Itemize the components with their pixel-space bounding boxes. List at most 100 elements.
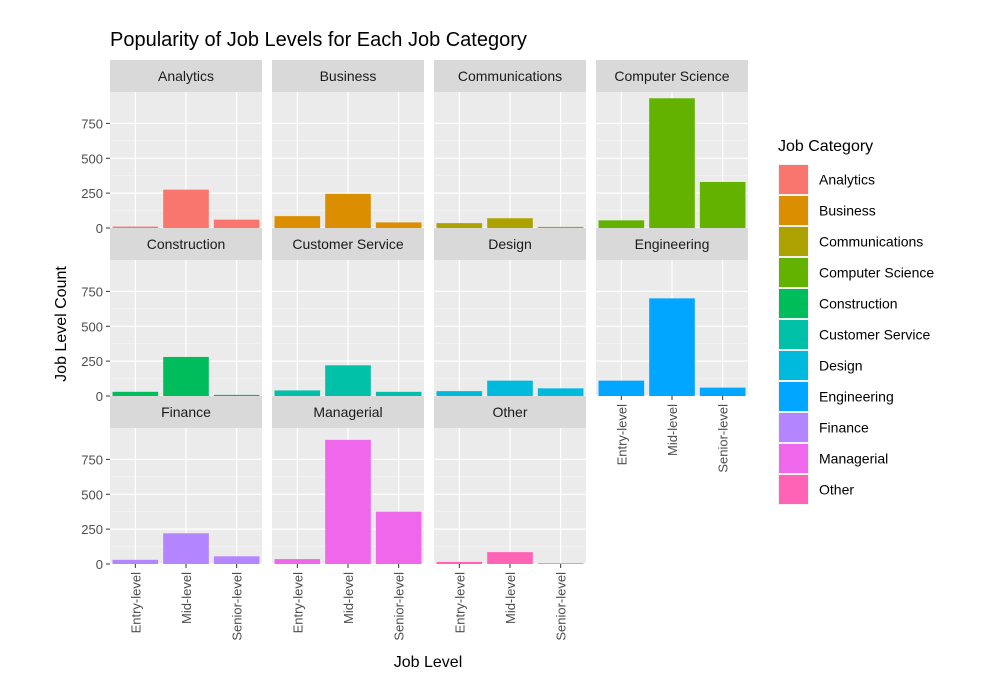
- facet-strip-label: Design: [488, 236, 532, 252]
- legend-label: Computer Science: [819, 265, 934, 281]
- facet-strip-label: Other: [492, 404, 527, 420]
- x-tick-label: Senior-level: [554, 572, 569, 641]
- facet-strip: [110, 60, 262, 92]
- x-tick-label: Entry-level: [452, 572, 467, 634]
- facet-panel: Computer Science: [596, 60, 748, 229]
- legend-label: Engineering: [819, 389, 894, 405]
- bar-senior-level: [213, 556, 260, 564]
- facet-panel: Customer Service: [272, 228, 424, 397]
- bar-senior-level: [375, 222, 422, 228]
- legend-label: Analytics: [819, 172, 875, 188]
- x-axis-title: Job Level: [394, 654, 463, 671]
- facet-panel: Finance 0 250 500 750 Entry-level Mid-level Sen…: [81, 396, 262, 641]
- facet-strip: [596, 60, 748, 92]
- x-tick-label: Mid-level: [503, 572, 518, 624]
- x-tick-label: Entry-level: [290, 572, 305, 634]
- legend-label: Business: [819, 203, 876, 219]
- legend-label: Communications: [819, 234, 923, 250]
- legend-title: Job Category: [778, 138, 873, 155]
- facet-strip-label: Managerial: [313, 404, 382, 420]
- legend-swatch: [779, 382, 808, 411]
- y-tick-label: 750: [81, 284, 103, 299]
- y-tick-label: 250: [81, 354, 103, 369]
- facet-strip: [272, 228, 424, 260]
- legend: Job Category Analytics Business Communicat…: [778, 138, 934, 505]
- bar-entry-level: [274, 559, 321, 564]
- facet-strip: [272, 60, 424, 92]
- bar-mid-level: [163, 189, 209, 228]
- bar-entry-level: [436, 223, 483, 228]
- facet-panel: Engineering Entry-level Mid-level Senior-le…: [596, 228, 748, 473]
- bar-senior-level: [213, 394, 260, 396]
- bar-mid-level: [487, 552, 533, 564]
- legend-label: Finance: [819, 420, 869, 436]
- x-tick-label: Entry-level: [128, 572, 143, 634]
- y-tick-label: 500: [81, 487, 103, 502]
- bar-entry-level: [112, 226, 159, 228]
- facet-strip-label: Finance: [161, 404, 211, 420]
- facet-strip-label: Engineering: [635, 236, 710, 252]
- bar-entry-level: [598, 220, 645, 228]
- legend-swatch: [779, 444, 808, 473]
- y-tick-label: 750: [81, 452, 103, 467]
- bar-entry-level: [436, 391, 483, 396]
- bar-mid-level: [163, 533, 209, 564]
- y-tick-label: 500: [81, 319, 103, 334]
- legend-swatch: [779, 227, 808, 256]
- legend-label: Managerial: [819, 451, 888, 467]
- bar-senior-level: [375, 391, 422, 396]
- facet-panel: Design: [434, 228, 586, 397]
- bar-entry-level: [112, 391, 159, 396]
- x-tick-label: Senior-level: [392, 572, 407, 641]
- legend-label: Construction: [819, 296, 898, 312]
- y-tick-label: 0: [96, 557, 103, 572]
- facet-strip: [434, 396, 586, 428]
- bar-senior-level: [213, 219, 260, 228]
- bar-mid-level: [649, 298, 695, 396]
- bar-entry-level: [274, 390, 321, 396]
- bar-senior-level: [375, 511, 422, 564]
- y-tick-label: 0: [96, 389, 103, 404]
- bar-entry-level: [112, 559, 159, 564]
- legend-label: Customer Service: [819, 327, 930, 343]
- legend-swatch: [779, 413, 808, 442]
- x-tick-label: Entry-level: [614, 404, 629, 466]
- bar-senior-level: [537, 388, 584, 396]
- x-tick-label: Mid-level: [341, 572, 356, 624]
- bar-mid-level: [325, 439, 371, 564]
- facet-strip: [272, 396, 424, 428]
- bar-entry-level: [436, 561, 483, 564]
- facet-strip: [110, 228, 262, 260]
- facet-strip: [434, 60, 586, 92]
- y-tick-label: 500: [81, 151, 103, 166]
- facet-strip-label: Customer Service: [292, 236, 403, 252]
- bar-mid-level: [649, 98, 695, 229]
- facet-panel: Other Entry-level Mid-level Senior-level: [434, 396, 586, 641]
- legend-swatch: [779, 258, 808, 287]
- facet-panel: Business: [272, 60, 424, 229]
- y-tick-label: 250: [81, 186, 103, 201]
- legend-swatch: [779, 196, 808, 225]
- facet-panel: Managerial Entry-level Mid-level Senior-lev…: [272, 396, 424, 641]
- facet-panel: Construction 0 250 500 750: [81, 228, 262, 404]
- chart-title: Popularity of Job Levels for Each Job Ca…: [110, 29, 527, 51]
- facet-strip: [596, 228, 748, 260]
- x-tick-label: Mid-level: [179, 572, 194, 624]
- bar-mid-level: [325, 193, 371, 228]
- legend-swatch: [779, 320, 808, 349]
- facet-strip: [110, 396, 262, 428]
- facet-strip-label: Business: [320, 68, 377, 84]
- y-tick-label: 250: [81, 522, 103, 537]
- legend-swatch: [779, 475, 808, 504]
- legend-label: Design: [819, 358, 863, 374]
- bar-entry-level: [598, 380, 645, 396]
- facet-strip-label: Communications: [458, 68, 562, 84]
- facet-panel: Analytics 0 250 500 750: [81, 60, 262, 236]
- facet-panels: Analytics 0 250 500 750 Business Communication…: [81, 60, 748, 641]
- y-tick-label: 750: [81, 116, 103, 131]
- legend-label: Other: [819, 482, 854, 498]
- legend-swatch: [779, 289, 808, 318]
- legend-swatch: [779, 165, 808, 194]
- facet-strip-label: Construction: [147, 236, 226, 252]
